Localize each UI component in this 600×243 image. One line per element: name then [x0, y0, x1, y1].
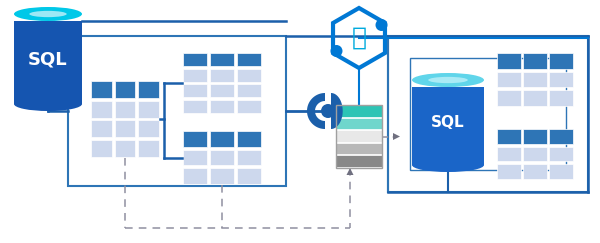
- FancyBboxPatch shape: [549, 71, 573, 87]
- FancyBboxPatch shape: [236, 149, 261, 165]
- FancyBboxPatch shape: [183, 84, 208, 97]
- Circle shape: [331, 45, 343, 57]
- FancyBboxPatch shape: [497, 147, 521, 161]
- FancyBboxPatch shape: [138, 81, 159, 98]
- Text: SQL: SQL: [28, 50, 68, 68]
- FancyBboxPatch shape: [549, 164, 573, 179]
- FancyBboxPatch shape: [115, 101, 136, 118]
- FancyBboxPatch shape: [115, 81, 136, 98]
- Circle shape: [321, 104, 335, 118]
- Circle shape: [376, 19, 388, 31]
- FancyBboxPatch shape: [236, 69, 261, 82]
- FancyBboxPatch shape: [497, 129, 521, 144]
- Ellipse shape: [14, 7, 82, 21]
- FancyBboxPatch shape: [336, 130, 382, 142]
- FancyBboxPatch shape: [336, 118, 382, 129]
- Ellipse shape: [412, 158, 484, 172]
- FancyBboxPatch shape: [210, 149, 234, 165]
- FancyBboxPatch shape: [183, 100, 208, 113]
- FancyBboxPatch shape: [523, 53, 547, 69]
- FancyBboxPatch shape: [138, 120, 159, 137]
- Text: ⥄: ⥄: [352, 26, 367, 50]
- FancyBboxPatch shape: [497, 53, 521, 69]
- FancyBboxPatch shape: [91, 101, 112, 118]
- FancyBboxPatch shape: [183, 149, 208, 165]
- Text: SQL: SQL: [431, 115, 465, 130]
- FancyBboxPatch shape: [210, 84, 234, 97]
- Ellipse shape: [14, 97, 82, 111]
- FancyBboxPatch shape: [523, 147, 547, 161]
- FancyBboxPatch shape: [523, 129, 547, 144]
- FancyBboxPatch shape: [115, 140, 136, 157]
- Ellipse shape: [412, 73, 484, 87]
- FancyBboxPatch shape: [183, 131, 208, 147]
- FancyBboxPatch shape: [549, 147, 573, 161]
- FancyBboxPatch shape: [549, 129, 573, 144]
- FancyBboxPatch shape: [523, 164, 547, 179]
- Polygon shape: [331, 93, 343, 129]
- FancyBboxPatch shape: [210, 168, 234, 184]
- FancyBboxPatch shape: [138, 140, 159, 157]
- Polygon shape: [307, 93, 325, 129]
- FancyBboxPatch shape: [183, 53, 208, 66]
- FancyBboxPatch shape: [236, 84, 261, 97]
- FancyBboxPatch shape: [138, 101, 159, 118]
- FancyBboxPatch shape: [210, 131, 234, 147]
- Ellipse shape: [29, 11, 67, 17]
- FancyBboxPatch shape: [549, 90, 573, 106]
- FancyBboxPatch shape: [236, 100, 261, 113]
- FancyBboxPatch shape: [210, 69, 234, 82]
- FancyBboxPatch shape: [183, 168, 208, 184]
- FancyBboxPatch shape: [497, 71, 521, 87]
- FancyBboxPatch shape: [336, 143, 382, 154]
- FancyBboxPatch shape: [91, 140, 112, 157]
- FancyBboxPatch shape: [336, 156, 382, 167]
- FancyBboxPatch shape: [91, 120, 112, 137]
- FancyBboxPatch shape: [210, 53, 234, 66]
- FancyBboxPatch shape: [523, 71, 547, 87]
- FancyBboxPatch shape: [497, 164, 521, 179]
- FancyBboxPatch shape: [412, 87, 484, 165]
- Ellipse shape: [428, 77, 468, 83]
- FancyBboxPatch shape: [115, 120, 136, 137]
- FancyBboxPatch shape: [336, 105, 382, 117]
- FancyBboxPatch shape: [236, 168, 261, 184]
- FancyBboxPatch shape: [210, 100, 234, 113]
- Polygon shape: [393, 133, 400, 140]
- FancyBboxPatch shape: [549, 53, 573, 69]
- Polygon shape: [347, 168, 353, 175]
- FancyBboxPatch shape: [183, 69, 208, 82]
- FancyBboxPatch shape: [14, 21, 82, 104]
- FancyBboxPatch shape: [91, 81, 112, 98]
- FancyBboxPatch shape: [497, 90, 521, 106]
- FancyBboxPatch shape: [236, 131, 261, 147]
- FancyBboxPatch shape: [523, 90, 547, 106]
- FancyBboxPatch shape: [236, 53, 261, 66]
